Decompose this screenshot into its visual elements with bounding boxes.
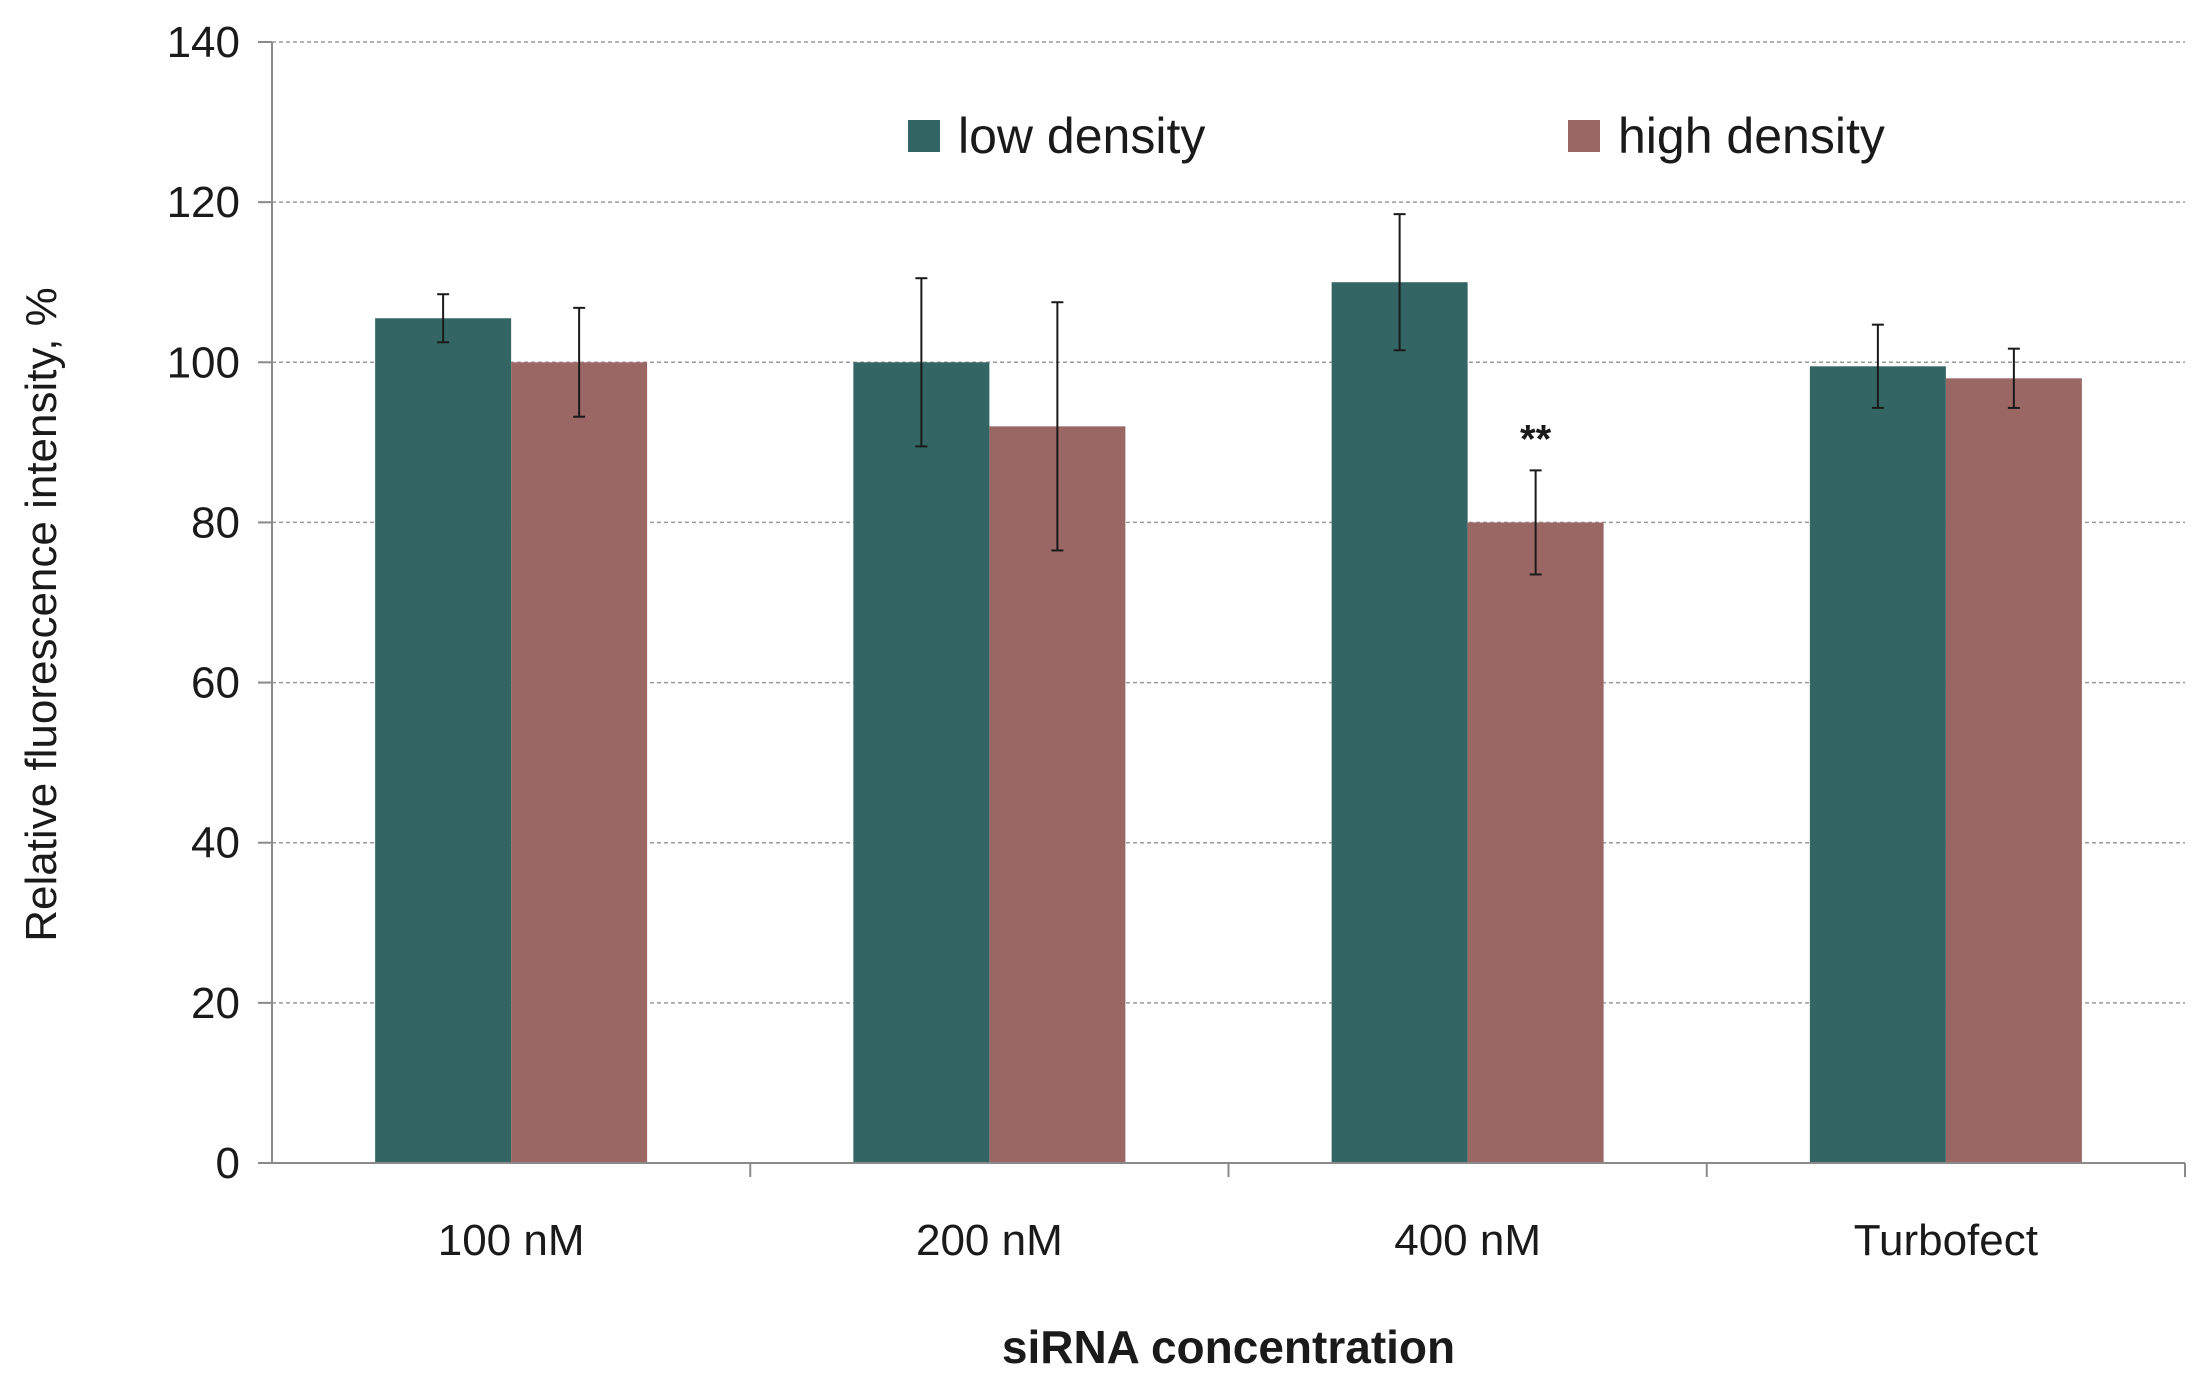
y-tick-label-60: 60 — [191, 659, 240, 708]
bar-high-density-400-nm — [1467, 522, 1604, 1163]
legend-label-low-density: low density — [958, 108, 1205, 164]
error-bar-high-density-200-nm — [1051, 301, 1064, 552]
error-bar-low-density-400-nm — [1393, 213, 1406, 352]
error-bar-high-density-turbofect — [2007, 347, 2020, 409]
x-tick-labels: 100 nM 200 nM 400 nM Turbofect — [438, 1216, 2038, 1265]
error-bar-high-density-100-nm — [573, 306, 586, 418]
y-tick-label-100: 100 — [167, 338, 240, 387]
x-tick-label-400-nm: 400 nM — [1394, 1216, 1541, 1265]
x-tick-label-200-nm: 200 nM — [916, 1216, 1063, 1265]
error-bar-low-density-200-nm — [915, 277, 928, 448]
bar-high-density-100-nm — [511, 362, 648, 1163]
x-axis-title: siRNA concentration — [1002, 1321, 1455, 1373]
y-tick-label-0: 0 — [216, 1139, 240, 1188]
x-tick-label-100-nm: 100 nM — [438, 1216, 585, 1265]
annotations: ** — [1520, 417, 1552, 461]
legend-label-high-density: high density — [1618, 108, 1885, 164]
bar-high-density-turbofect — [1945, 378, 2082, 1163]
x-tick-label-turbofect: Turbofect — [1854, 1216, 2038, 1265]
legend-swatch-high-density — [1568, 120, 1600, 152]
y-tick-labels: 0 20 40 60 80 100 120 140 — [167, 18, 240, 1188]
legend-item-high-density: high density — [1568, 108, 1885, 164]
bar-low-density-100-nm — [375, 318, 512, 1163]
y-axis-title: Relative fluorescence intensity, % — [17, 287, 66, 942]
y-tick-label-20: 20 — [191, 979, 240, 1028]
error-bar-low-density-100-nm — [437, 293, 450, 344]
legend-swatch-low-density — [908, 120, 940, 152]
bars — [375, 282, 2082, 1163]
axes — [258, 41, 2186, 1177]
error-bars — [437, 213, 2020, 576]
bar-low-density-200-nm — [853, 362, 990, 1163]
y-tick-label-40: 40 — [191, 819, 240, 868]
legend-item-low-density: low density — [908, 108, 1205, 164]
y-tick-label-140: 140 — [167, 18, 240, 67]
y-tick-label-80: 80 — [191, 498, 240, 547]
legend: low density high density — [908, 108, 1885, 164]
bar-low-density-400-nm — [1331, 282, 1468, 1163]
bar-low-density-turbofect — [1809, 366, 1946, 1163]
significance-annotation: ** — [1520, 417, 1552, 461]
y-tick-label-120: 120 — [167, 178, 240, 227]
error-bar-high-density-400-nm — [1529, 469, 1542, 576]
error-bar-low-density-turbofect — [1871, 323, 1884, 409]
